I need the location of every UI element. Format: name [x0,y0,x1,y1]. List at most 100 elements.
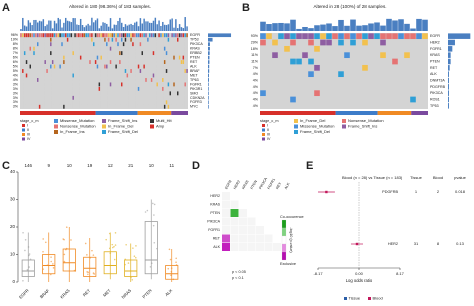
cell [177,100,179,105]
cell [74,37,76,42]
legend-label: Frame_Shift_Ins [108,118,137,123]
colorbar [281,219,287,229]
cell [44,78,46,82]
cell [122,104,125,109]
side-bar [448,58,451,65]
legend-swatch [294,119,298,123]
col-label: KRAS [241,179,250,190]
cell [59,60,61,64]
cell [169,95,171,100]
cell [296,90,302,97]
cell [42,69,45,73]
cell [102,46,104,51]
x-tick-label: ALK [164,288,173,297]
cell [98,60,101,64]
cell [35,55,37,60]
cell [40,78,43,82]
cell [50,91,52,96]
top-bar [167,24,170,31]
cell [410,96,416,103]
cell [167,73,170,78]
top-bar [66,20,69,31]
cell [115,64,117,69]
cell [40,55,43,60]
cell [266,64,272,71]
cell [46,86,48,91]
cell [100,42,102,47]
top-bar [29,22,31,31]
cell [72,73,74,78]
cell [332,102,338,109]
cell [87,73,89,78]
cell [326,45,332,52]
point [50,260,53,263]
cell [177,33,179,38]
cell [147,73,149,78]
cell [422,33,428,40]
cell [57,69,59,73]
cell [51,95,54,100]
cell [296,71,302,78]
cell [53,64,56,69]
cell [141,86,143,91]
cell [53,100,56,105]
point [86,254,88,256]
cell [160,91,162,96]
top-bar [308,28,314,31]
cell [70,42,73,47]
cell [104,33,106,38]
cell [107,37,110,42]
cell [344,77,350,84]
top-bar [398,19,404,31]
cell [178,55,181,60]
side-bar [208,100,209,105]
top-bar [61,27,63,31]
cell [50,42,52,47]
cell [134,78,136,82]
percent-label: 6% [13,60,19,64]
cell [416,83,422,90]
cell [368,83,374,90]
cell [135,60,138,64]
cell [154,55,157,60]
grid-bg [260,33,428,109]
cell [167,82,170,87]
cell [154,78,157,82]
gene-label: EGFR [190,33,200,37]
cell [165,69,168,73]
percent-label: 4% [13,78,19,82]
cell [50,55,52,60]
cell [222,234,230,243]
cell [37,64,39,69]
cell [29,64,31,69]
cell [111,51,114,56]
cell [50,86,52,91]
cell [158,100,160,105]
cell [362,90,368,97]
gene-label: RET [430,66,438,70]
cell [29,33,31,38]
cell [163,33,166,38]
cell [20,46,22,51]
cell [113,100,115,105]
cell [171,95,173,100]
empty-cell [239,243,247,251]
cell [38,51,41,56]
cell [132,78,134,82]
top-bar [23,25,26,31]
cell [38,82,41,87]
cell [175,55,177,60]
cell [37,73,39,78]
cell [38,100,41,105]
cell [113,64,115,69]
cell [160,64,162,69]
cell [53,104,56,109]
cell [113,86,115,91]
cell [122,86,125,91]
top-bar [356,25,362,31]
cell [100,55,102,60]
legend-label: Blood [373,296,383,301]
cell [290,58,296,65]
cell [33,55,35,60]
side-bar [448,90,449,96]
